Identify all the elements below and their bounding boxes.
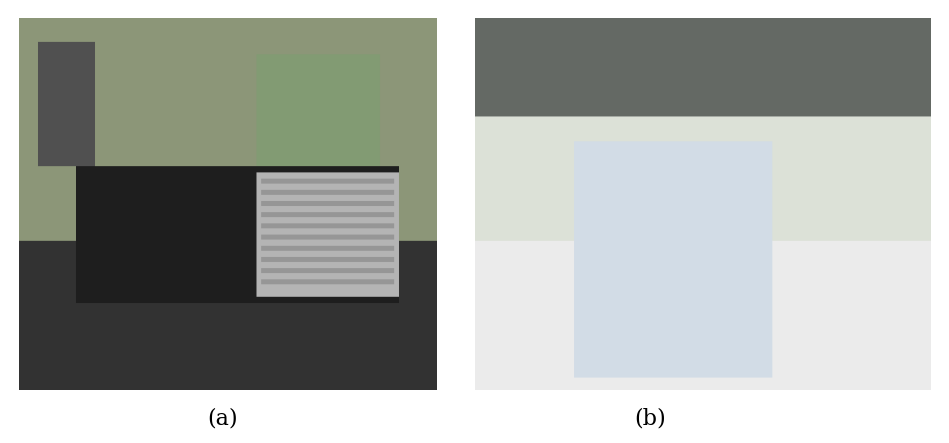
Text: (a): (a)	[208, 408, 238, 430]
Text: (b): (b)	[634, 408, 666, 430]
